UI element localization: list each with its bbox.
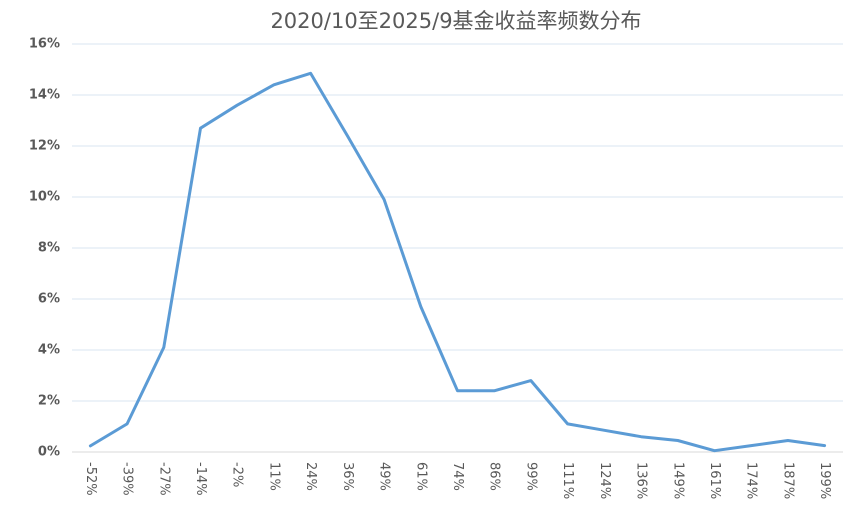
y-tick-label: 12%: [29, 139, 60, 154]
x-tick-label: 111%: [560, 462, 575, 499]
x-tick-label: 49%: [377, 462, 392, 491]
y-tick-label: 0%: [38, 445, 60, 460]
y-tick-label: 6%: [38, 292, 60, 307]
x-tick-label: 36%: [340, 462, 355, 491]
y-tick-label: 8%: [38, 241, 60, 256]
x-tick-label: 86%: [487, 462, 502, 491]
chart-title: 2020/10至2025/9基金收益率频数分布: [270, 9, 641, 33]
y-tick-label: 2%: [38, 394, 60, 409]
x-tick-label: -2%: [230, 462, 245, 487]
x-tick-label: 124%: [597, 462, 612, 499]
x-tick-label: -52%: [83, 462, 98, 496]
x-tick-label: 74%: [450, 462, 465, 491]
data-line: [88, 71, 827, 453]
x-tick-label: 136%: [634, 462, 649, 499]
x-tick-label: -27%: [156, 462, 171, 496]
x-tick-label: 149%: [670, 462, 685, 499]
y-tick-label: 16%: [29, 37, 60, 52]
x-tick-label: 187%: [780, 462, 795, 499]
y-tick-label: 14%: [29, 88, 60, 103]
x-tick-label: 61%: [413, 462, 428, 491]
x-tick-label: -14%: [193, 462, 208, 496]
x-tick-label: 199%: [817, 462, 832, 499]
x-tick-label: 24%: [303, 462, 318, 491]
x-tick-label: 174%: [744, 462, 759, 499]
y-tick-label: 10%: [29, 190, 60, 205]
x-tick-label: 161%: [707, 462, 722, 499]
x-tick-label: 11%: [266, 462, 281, 491]
x-tick-label: 99%: [523, 462, 538, 491]
y-tick-label: 4%: [38, 343, 60, 358]
x-tick-label: -39%: [120, 462, 135, 496]
